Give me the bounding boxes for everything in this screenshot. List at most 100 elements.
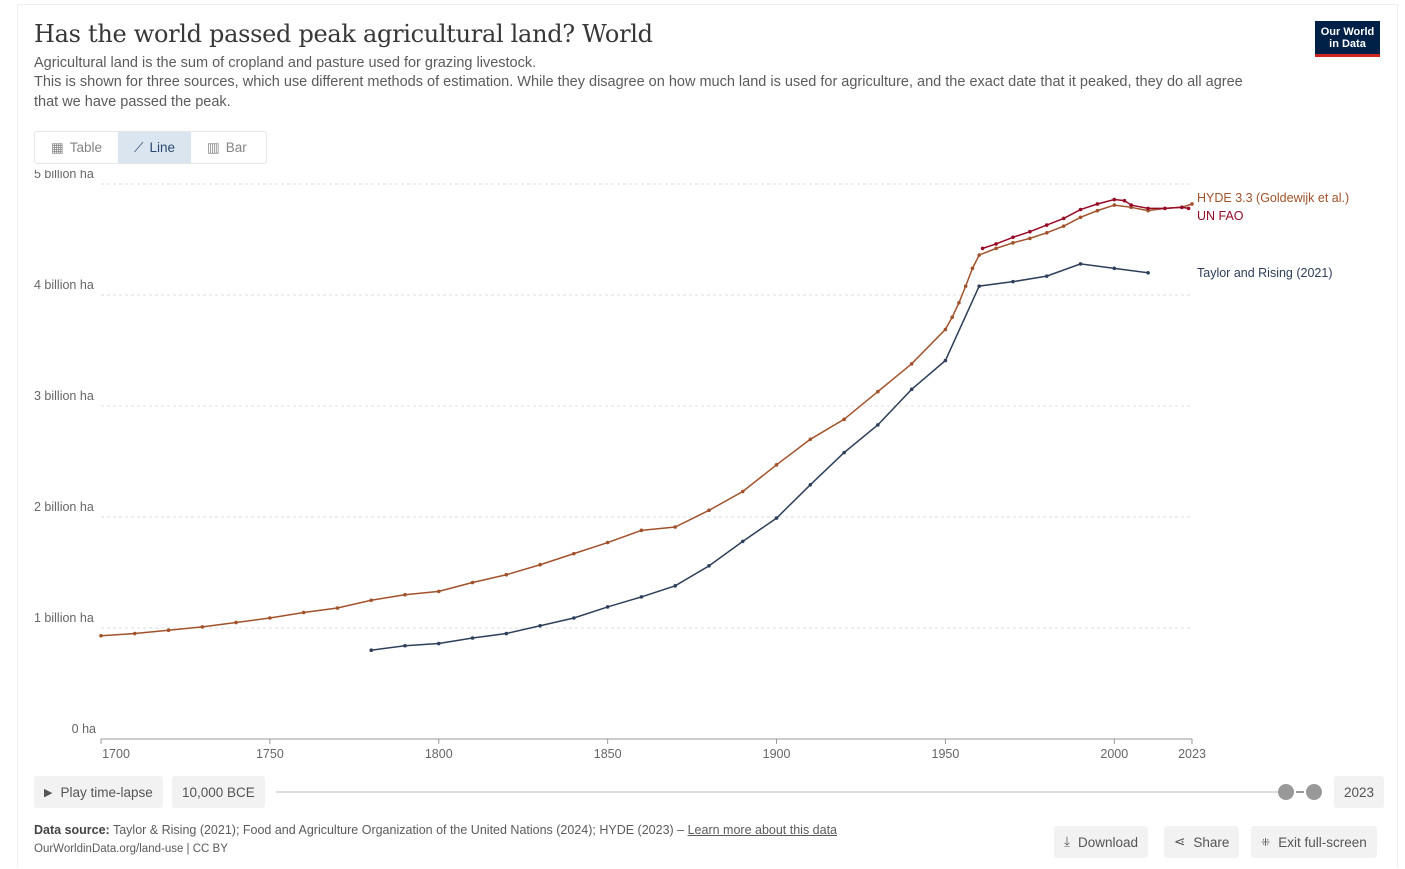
tab-bar[interactable]: ▥ Bar [207, 139, 247, 156]
download-icon: ⤓ [1064, 834, 1070, 849]
data-point [504, 572, 509, 577]
data-point [842, 417, 846, 422]
learn-more-link[interactable]: Learn more about this data [687, 823, 837, 837]
data-point [572, 551, 576, 556]
line-chart: 0 ha 1 billion ha 2 billion ha 3 billion ha… [34, 170, 1349, 761]
tab-table[interactable]: ▦ Table [51, 139, 103, 156]
x-tick-label: 1950 [932, 747, 960, 761]
data-point [1112, 266, 1117, 271]
subtitle: This is shown for three sources, which u… [34, 74, 1243, 90]
data-point [707, 508, 711, 513]
data-point [1044, 274, 1049, 278]
data-point [1112, 203, 1117, 207]
data-point [132, 631, 137, 636]
data-point [994, 246, 998, 251]
data-point [605, 605, 610, 609]
x-tick-label: 1800 [425, 747, 453, 761]
data-point [369, 598, 374, 603]
chart-title: Has the world passed peak agricultural l… [34, 20, 653, 48]
data-point [977, 253, 982, 257]
y-tick-label: 0 ha [72, 722, 96, 736]
data-point [1163, 206, 1167, 211]
data-point [639, 528, 644, 533]
data-point [943, 358, 948, 363]
x-tick-label: 2023 [1178, 747, 1206, 761]
data-point [1028, 236, 1032, 241]
data-point [369, 648, 374, 652]
data-point [200, 625, 205, 629]
data-point [909, 362, 914, 366]
download-button[interactable]: ⤓ Download [1054, 826, 1149, 858]
data-point [1129, 203, 1134, 207]
timeline-end-handle[interactable] [1306, 784, 1322, 800]
exit-fullscreen-icon: ⁜ [1261, 836, 1271, 849]
data-point [1011, 241, 1015, 245]
y-tick-label: 1 billion ha [34, 611, 94, 625]
play-timelapse-button[interactable]: ▶ Play time-lapse [34, 776, 163, 808]
data-point [1078, 262, 1083, 266]
data-point [1112, 197, 1117, 202]
data-point [740, 539, 745, 544]
data-point [1146, 206, 1150, 211]
data-point [470, 580, 475, 585]
data-point [504, 631, 509, 636]
data-point [909, 387, 914, 392]
data-point [1061, 224, 1066, 228]
play-icon: ▶ [44, 786, 53, 799]
data-point [774, 516, 779, 520]
data-point [1011, 235, 1015, 240]
data-point [1011, 279, 1015, 284]
owid-logo[interactable]: Our World in Data [1315, 21, 1380, 57]
end-year-button[interactable]: 2023 [1334, 776, 1385, 808]
data-point [808, 483, 813, 487]
data-point [963, 284, 968, 288]
view-tabs: ▦ Table ⟋ Line ▥ Bar [34, 131, 267, 164]
data-point [1044, 231, 1049, 235]
data-point [707, 564, 711, 568]
data-point [876, 423, 880, 427]
timeline-range [1296, 791, 1304, 793]
timeline-track[interactable] [276, 791, 1286, 793]
data-point [943, 327, 948, 332]
tab-line[interactable]: ⟋ Line [118, 132, 192, 163]
exit-fullscreen-button[interactable]: ⁜ Exit full-screen [1251, 826, 1377, 858]
y-tick-label: 3 billion ha [34, 389, 94, 403]
start-year-button[interactable]: 10,000 BCE [172, 776, 265, 808]
data-point [301, 610, 306, 615]
data-point [1180, 205, 1184, 210]
data-point [403, 592, 407, 597]
data-point [1028, 229, 1032, 234]
series-line [982, 198, 1189, 250]
data-point [1044, 223, 1049, 227]
chart-card [17, 4, 1398, 867]
x-tick-label: 1700 [102, 747, 130, 761]
x-tick-label: 1850 [594, 747, 622, 761]
data-point [876, 389, 880, 394]
data-point [605, 540, 610, 545]
data-point [403, 643, 407, 648]
data-point [1186, 206, 1191, 211]
data-point [950, 315, 954, 319]
x-tick-label: 1900 [763, 747, 791, 761]
source-url: OurWorldinData.org/land-use | CC BY [34, 843, 228, 855]
data-point [1078, 215, 1083, 220]
series-label: Taylor and Rising (2021) [1197, 266, 1333, 280]
data-point [977, 284, 982, 288]
share-button[interactable]: ⋖ Share [1164, 826, 1240, 858]
data-point [1061, 216, 1066, 221]
data-point [994, 242, 998, 246]
data-point [234, 620, 238, 625]
data-point [1078, 207, 1083, 212]
data-point [970, 266, 975, 271]
data-point [740, 489, 745, 494]
data-point [538, 623, 542, 628]
table-icon: ▦ [51, 139, 64, 155]
y-tick-label: 5 billion ha [34, 170, 94, 181]
data-point [268, 616, 272, 620]
timeline-start-handle[interactable] [1278, 784, 1294, 800]
data-point [1122, 198, 1127, 203]
data-point [774, 463, 779, 467]
series-line [371, 263, 1149, 651]
subtitle: that we have passed the peak. [34, 94, 231, 110]
